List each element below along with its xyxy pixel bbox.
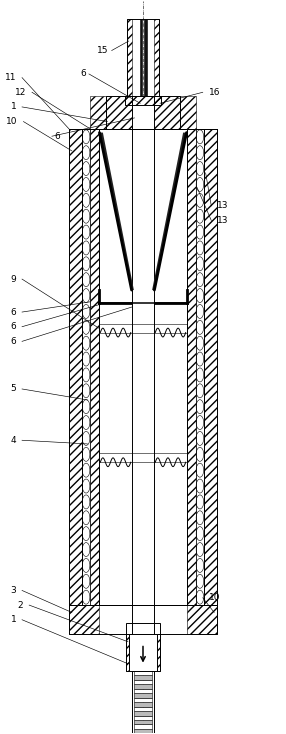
Bar <box>124 96 162 105</box>
Bar <box>187 129 196 605</box>
Text: 13: 13 <box>217 216 229 225</box>
Text: 15: 15 <box>97 46 109 55</box>
Bar <box>134 688 152 694</box>
Bar <box>134 702 152 707</box>
Text: 6: 6 <box>80 70 86 79</box>
Text: 9: 9 <box>11 275 16 283</box>
Bar <box>140 19 142 96</box>
Bar <box>69 129 82 605</box>
Bar <box>154 19 159 96</box>
Bar <box>134 680 152 684</box>
Bar <box>134 707 152 711</box>
Bar <box>134 698 152 702</box>
Bar <box>90 96 106 129</box>
Bar <box>134 711 152 716</box>
Bar <box>90 129 99 605</box>
Text: 10: 10 <box>6 117 18 126</box>
Text: 2: 2 <box>18 600 23 610</box>
Bar <box>69 605 99 634</box>
Bar <box>126 634 160 671</box>
Bar <box>132 605 154 634</box>
Text: 3: 3 <box>11 586 16 595</box>
Bar <box>132 671 154 733</box>
Text: 5: 5 <box>11 385 16 393</box>
Text: 11: 11 <box>5 73 16 82</box>
Text: 6: 6 <box>11 308 16 316</box>
Text: 1: 1 <box>11 103 16 112</box>
Text: 6: 6 <box>11 337 16 346</box>
Text: 13: 13 <box>217 201 229 211</box>
Bar <box>204 129 217 605</box>
Bar <box>134 716 152 720</box>
Bar <box>134 684 152 688</box>
Bar <box>126 622 160 634</box>
Bar <box>144 19 147 96</box>
Bar <box>126 634 129 671</box>
Bar <box>132 129 154 605</box>
Bar <box>187 605 217 634</box>
Text: 6: 6 <box>11 322 16 331</box>
Text: 1: 1 <box>11 615 16 624</box>
Bar <box>134 720 152 724</box>
Bar <box>134 694 152 698</box>
Bar <box>204 129 217 605</box>
Bar <box>134 724 152 729</box>
Text: 12: 12 <box>15 88 26 97</box>
Bar <box>134 671 152 675</box>
Text: 10: 10 <box>208 593 220 603</box>
Bar <box>69 129 82 605</box>
Bar <box>129 634 157 671</box>
Bar <box>127 19 159 96</box>
Bar <box>99 129 187 605</box>
Bar <box>127 19 132 96</box>
Polygon shape <box>100 133 134 290</box>
Polygon shape <box>152 133 186 290</box>
Bar <box>82 129 90 605</box>
Bar <box>132 96 154 129</box>
Bar <box>134 675 152 680</box>
Text: 16: 16 <box>208 88 220 97</box>
Bar <box>157 634 160 671</box>
Bar <box>196 129 204 605</box>
Text: 6: 6 <box>55 131 61 141</box>
Bar <box>180 96 196 129</box>
Bar <box>134 729 152 733</box>
Bar <box>69 605 217 634</box>
Bar <box>106 96 180 129</box>
Text: 4: 4 <box>11 436 16 445</box>
